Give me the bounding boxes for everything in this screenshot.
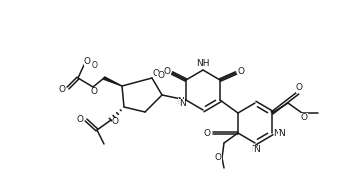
Text: O: O bbox=[300, 113, 307, 121]
Text: NH: NH bbox=[196, 60, 210, 68]
Text: O: O bbox=[238, 68, 245, 76]
Text: O: O bbox=[295, 83, 303, 93]
Text: N: N bbox=[274, 128, 280, 138]
Text: O: O bbox=[152, 69, 160, 79]
Text: O: O bbox=[215, 153, 221, 163]
Text: O: O bbox=[157, 72, 164, 80]
Text: O: O bbox=[59, 85, 66, 93]
Text: O: O bbox=[77, 116, 84, 124]
Text: N: N bbox=[278, 130, 285, 138]
Text: N: N bbox=[252, 145, 258, 153]
Text: O: O bbox=[203, 128, 210, 138]
Text: O: O bbox=[90, 88, 97, 96]
Text: N: N bbox=[178, 97, 184, 107]
Text: O: O bbox=[84, 57, 90, 65]
Text: N: N bbox=[253, 145, 259, 155]
Text: O: O bbox=[92, 61, 98, 69]
Polygon shape bbox=[103, 77, 122, 86]
Text: N: N bbox=[179, 99, 185, 107]
Text: O: O bbox=[112, 117, 119, 127]
Text: O: O bbox=[163, 68, 170, 76]
Text: NH: NH bbox=[196, 58, 210, 68]
